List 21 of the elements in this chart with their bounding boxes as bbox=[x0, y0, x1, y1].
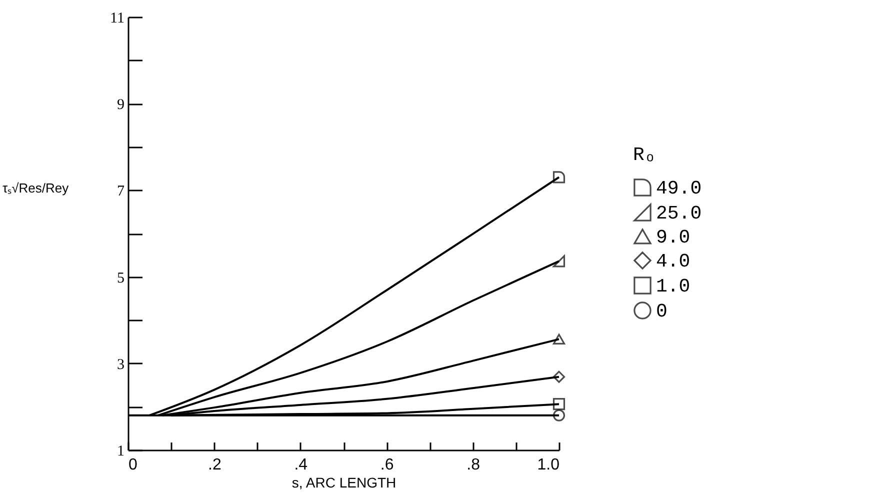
x-tick-label: 1.0 bbox=[537, 456, 560, 474]
y-axis-title: τₛ√Res/Rey bbox=[2, 180, 70, 196]
legend-title: Rₒ bbox=[633, 144, 656, 166]
y-tick-label: 11 bbox=[110, 10, 124, 26]
y-tick-label: 5 bbox=[117, 270, 124, 286]
x-tick-label: 0 bbox=[128, 456, 138, 474]
legend-label: 0 bbox=[656, 300, 668, 322]
y-tick-label: 7 bbox=[117, 184, 125, 200]
x-tick-label: .4 bbox=[294, 456, 308, 474]
x-tick-label: .2 bbox=[208, 456, 222, 474]
x-tick-label: .8 bbox=[466, 456, 480, 474]
legend-label: 49.0 bbox=[656, 178, 702, 200]
y-tick-label: 3 bbox=[117, 356, 124, 373]
x-axis-title: s, ARC LENGTH bbox=[292, 474, 396, 490]
legend-label: 9.0 bbox=[656, 226, 690, 248]
legend-label: 4.0 bbox=[656, 250, 690, 272]
y-tick-label: 9 bbox=[117, 97, 124, 114]
y-tick-label: 1 bbox=[117, 444, 124, 460]
x-tick-label: .6 bbox=[380, 456, 394, 474]
legend-label: 25.0 bbox=[656, 202, 702, 224]
legend-label: 1.0 bbox=[656, 276, 690, 298]
